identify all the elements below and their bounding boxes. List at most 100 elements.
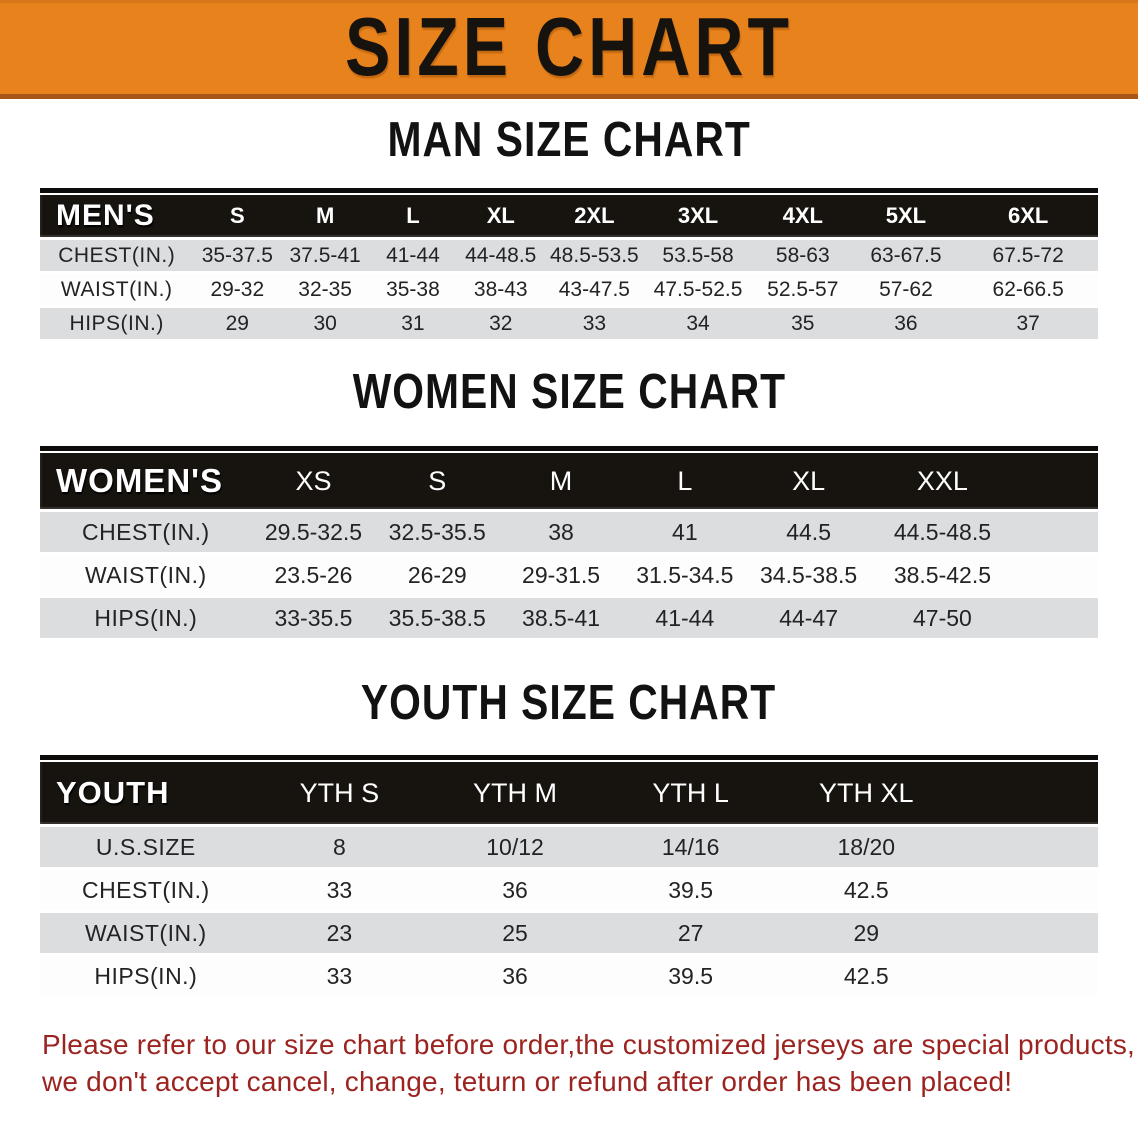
youth-section-heading: YOUTH SIZE CHART (0, 676, 1138, 731)
size-column-header: XL (792, 465, 826, 496)
value-cell: 57-62 (879, 277, 933, 301)
value-cell: 32 (489, 311, 513, 335)
value-cell: 42.5 (843, 876, 889, 903)
table-row: CHEST(IN.) 35-37.5 37.5-41 41-44 44-48.5 48.5… (40, 240, 1098, 271)
value-cell: 41-44 (655, 604, 715, 631)
value-cell: 38-43 (473, 277, 528, 301)
row-label: CHEST(IN.) (58, 243, 176, 267)
table-row: HIPS(IN.) 33-35.5 35.5-38.5 38.5-41 41-44 44-… (40, 598, 1098, 638)
value-cell: 63-67.5 (870, 243, 942, 267)
value-cell: 10/12 (486, 833, 544, 860)
value-cell: 34 (686, 311, 710, 335)
value-cell: 47-50 (913, 604, 972, 631)
value-cell: 8 (333, 833, 346, 860)
man-section-heading-text: MAN SIZE CHART (387, 113, 751, 167)
size-column-header: L (406, 203, 420, 228)
men-table-header-row: MEN'S S M L XL 2XL 3XL 4XL 5XL 6XL (40, 195, 1098, 237)
row-label: WAIST(IN.) (60, 277, 173, 301)
youth-section-heading-text: YOUTH SIZE CHART (361, 676, 777, 730)
man-section-heading: MAN SIZE CHART (0, 113, 1138, 168)
value-cell: 44.5 (786, 518, 831, 545)
size-column-header: XS (295, 465, 332, 496)
value-cell: 53.5-58 (662, 243, 734, 267)
size-column-header: M (549, 465, 573, 496)
size-column-header: XXL (916, 465, 968, 496)
row-label: WAIST(IN.) (84, 561, 207, 588)
table-row: HIPS(IN.) 29 30 31 32 33 34 35 36 37 (40, 308, 1098, 339)
value-cell: 39.5 (668, 962, 714, 989)
value-cell: 29-32 (210, 277, 265, 301)
value-cell: 44.5-48.5 (893, 518, 992, 545)
value-cell: 29 (225, 311, 249, 335)
youth-table-header-row: YOUTH YTH S YTH M YTH L YTH XL (40, 762, 1098, 824)
value-cell: 26-29 (407, 561, 467, 588)
value-cell: 37.5-41 (289, 243, 361, 267)
value-cell: 35-38 (386, 277, 440, 301)
size-column-header: YTH M (473, 777, 558, 808)
value-cell: 27 (677, 919, 704, 946)
size-chart-banner: SIZE CHART (0, 0, 1138, 99)
disclaimer-line-2: we don't accept cancel, change, teturn o… (42, 1066, 1013, 1097)
value-cell: 35-37.5 (201, 243, 273, 267)
youth-table-corner-label: YOUTH (56, 775, 170, 810)
youth-size-table: YOUTH YTH S YTH M YTH L YTH XL U.S.SIZE 8 10/12… (40, 755, 1098, 996)
value-cell: 58-63 (775, 243, 830, 267)
value-cell: 25 (502, 919, 528, 946)
table-row: HIPS(IN.) 33 36 39.5 42.5 (40, 956, 1098, 996)
value-cell: 30 (313, 311, 337, 335)
row-label: CHEST(IN.) (81, 518, 210, 545)
row-label: HIPS(IN.) (94, 604, 198, 631)
value-cell: 39.5 (668, 876, 714, 903)
value-cell: 41-44 (386, 243, 440, 267)
women-table-corner-label: WOMEN'S (56, 462, 224, 499)
women-section-heading-text: WOMEN SIZE CHART (352, 365, 786, 419)
order-disclaimer: Please refer to our size chart before or… (42, 1026, 1138, 1100)
size-column-header: XL (486, 203, 515, 228)
men-table-corner-label: MEN'S (56, 199, 155, 232)
value-cell: 43-47.5 (558, 277, 630, 301)
size-column-header: 2XL (574, 203, 615, 228)
women-table-header-row: WOMEN'S XS S M L XL XXL (40, 453, 1098, 509)
value-cell: 33 (582, 311, 607, 335)
size-column-header: 5XL (885, 203, 927, 228)
value-cell: 38 (548, 518, 574, 545)
value-cell: 33 (326, 962, 353, 989)
women-size-table: WOMEN'S XS S M L XL XXL CHEST(IN.) 29.5-32.5 32.5… (40, 446, 1098, 638)
row-label: HIPS(IN.) (69, 311, 164, 335)
table-row: CHEST(IN.) 33 36 39.5 42.5 (40, 870, 1098, 910)
value-cell: 32.5-35.5 (388, 518, 486, 545)
value-cell: 41 (672, 518, 698, 545)
value-cell: 37 (1016, 311, 1040, 335)
value-cell: 33-35.5 (274, 604, 353, 631)
value-cell: 23.5-26 (274, 561, 353, 588)
value-cell: 35.5-38.5 (388, 604, 486, 631)
value-cell: 36 (502, 962, 528, 989)
value-cell: 52.5-57 (767, 277, 839, 301)
table-row: U.S.SIZE 8 10/12 14/16 18/20 (40, 827, 1098, 867)
size-column-header: M (315, 203, 335, 228)
value-cell: 67.5-72 (992, 243, 1064, 267)
value-cell: 62-66.5 (992, 277, 1064, 301)
size-column-header: YTH S (299, 777, 380, 808)
size-column-header: YTH L (652, 777, 729, 808)
value-cell: 29-31.5 (522, 561, 601, 588)
value-cell: 14/16 (661, 833, 720, 860)
value-cell: 29.5-32.5 (264, 518, 363, 545)
table-row: WAIST(IN.) 23 25 27 29 (40, 913, 1098, 953)
value-cell: 35 (791, 311, 815, 335)
value-cell: 36 (502, 876, 528, 903)
row-label: HIPS(IN.) (94, 962, 198, 989)
value-cell: 42.5 (843, 962, 889, 989)
row-label: CHEST(IN.) (81, 876, 210, 903)
size-column-header: S (229, 203, 245, 228)
value-cell: 31 (401, 311, 425, 335)
value-cell: 36 (894, 311, 918, 335)
value-cell: 18/20 (837, 833, 896, 860)
value-cell: 32-35 (298, 277, 352, 301)
row-label: U.S.SIZE (95, 833, 196, 860)
size-column-header: S (428, 465, 447, 496)
disclaimer-line-1: Please refer to our size chart before or… (42, 1029, 1136, 1060)
page-title: SIZE CHART (345, 0, 793, 94)
value-cell: 33 (326, 876, 353, 903)
size-column-header: 3XL (677, 203, 719, 228)
